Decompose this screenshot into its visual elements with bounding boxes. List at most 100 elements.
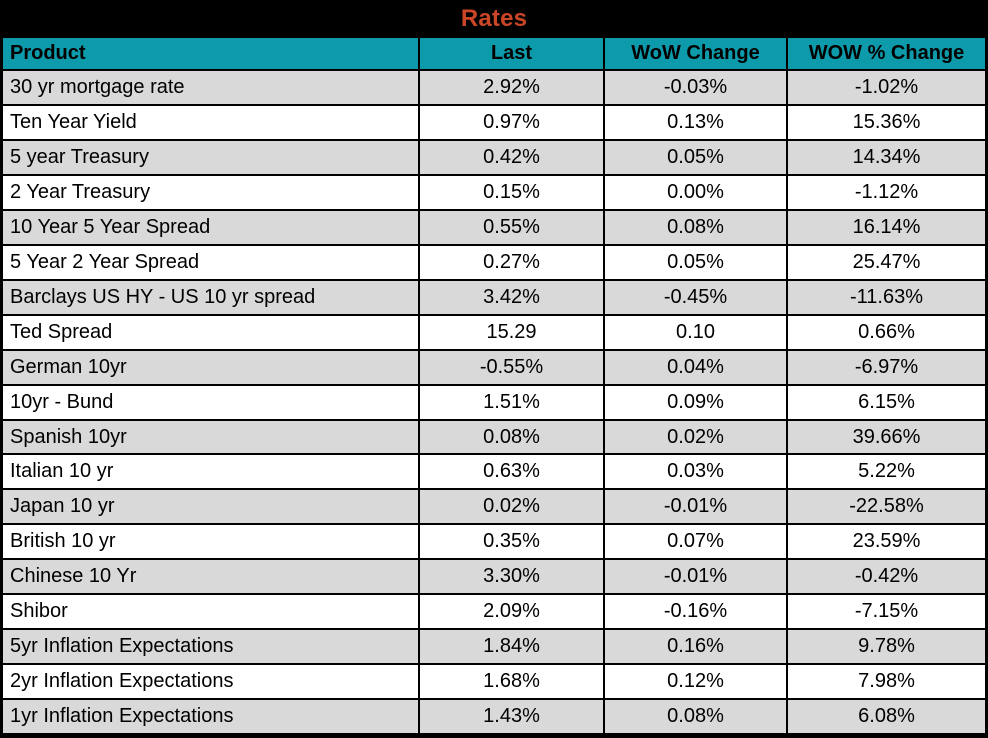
cell-last: 0.55%: [420, 210, 603, 244]
table-row: Barclays US HY - US 10 yr spread 3.42% -0.…: [3, 280, 985, 314]
cell-wow-change: 0.08%: [605, 700, 786, 734]
cell-wow-pct-change: 39.66%: [788, 420, 985, 454]
cell-wow-change: 0.05%: [605, 140, 786, 174]
cell-last: 1.84%: [420, 630, 603, 664]
table-row: 10 Year 5 Year Spread 0.55% 0.08% 16.14%: [3, 210, 985, 244]
table-title: Rates: [3, 0, 985, 38]
table-row: Shibor 2.09% -0.16% -7.15%: [3, 595, 985, 629]
cell-wow-change: -0.45%: [605, 280, 786, 314]
cell-product: Ten Year Yield: [3, 105, 418, 139]
cell-last: 2.09%: [420, 595, 603, 629]
cell-product: 30 yr mortgage rate: [3, 71, 418, 104]
cell-last: 1.68%: [420, 665, 603, 699]
table-row: German 10yr -0.55% 0.04% -6.97%: [3, 350, 985, 384]
cell-last: 0.42%: [420, 140, 603, 174]
cell-last: 2.92%: [420, 71, 603, 104]
cell-wow-change: 0.09%: [605, 385, 786, 419]
cell-wow-pct-change: -6.97%: [788, 350, 985, 384]
cell-wow-change: 0.05%: [605, 245, 786, 279]
cell-product: 1yr Inflation Expectations: [3, 700, 418, 734]
table-row: Ted Spread 15.29 0.10 0.66%: [3, 315, 985, 349]
cell-last: 0.35%: [420, 525, 603, 559]
table-row: 5yr Inflation Expectations 1.84% 0.16% 9.78…: [3, 630, 985, 664]
column-header-wow-pct-change: WOW % Change: [788, 38, 985, 69]
cell-product: 10 Year 5 Year Spread: [3, 210, 418, 244]
table-row: British 10 yr 0.35% 0.07% 23.59%: [3, 525, 985, 559]
cell-wow-change: 0.10: [605, 315, 786, 349]
table-row: Spanish 10yr 0.08% 0.02% 39.66%: [3, 420, 985, 454]
cell-wow-pct-change: 16.14%: [788, 210, 985, 244]
table-row: 5 year Treasury 0.42% 0.05% 14.34%: [3, 140, 985, 174]
header-row: Product Last WoW Change WOW % Change: [3, 38, 985, 69]
cell-wow-change: -0.01%: [605, 560, 786, 594]
cell-product: German 10yr: [3, 350, 418, 384]
cell-last: 0.27%: [420, 245, 603, 279]
cell-last: 3.42%: [420, 280, 603, 314]
cell-wow-change: 0.16%: [605, 630, 786, 664]
cell-wow-change: 0.02%: [605, 420, 786, 454]
column-header-wow-change: WoW Change: [605, 38, 786, 69]
table-row: Chinese 10 Yr 3.30% -0.01% -0.42%: [3, 560, 985, 594]
column-header-last: Last: [420, 38, 603, 69]
cell-wow-change: -0.01%: [605, 490, 786, 524]
cell-last: -0.55%: [420, 350, 603, 384]
cell-wow-change: 0.08%: [605, 210, 786, 244]
cell-product: Barclays US HY - US 10 yr spread: [3, 280, 418, 314]
cell-wow-change: 0.12%: [605, 665, 786, 699]
cell-wow-change: 0.13%: [605, 105, 786, 139]
table-row: 2 Year Treasury 0.15% 0.00% -1.12%: [3, 175, 985, 209]
cell-product: Chinese 10 Yr: [3, 560, 418, 594]
cell-product: 2 Year Treasury: [3, 175, 418, 209]
table-row: 2yr Inflation Expectations 1.68% 0.12% 7.98…: [3, 665, 985, 699]
cell-wow-pct-change: -0.42%: [788, 560, 985, 594]
cell-wow-change: 0.07%: [605, 525, 786, 559]
cell-wow-pct-change: -1.12%: [788, 175, 985, 209]
table-row: Ten Year Yield 0.97% 0.13% 15.36%: [3, 105, 985, 139]
cell-wow-pct-change: 25.47%: [788, 245, 985, 279]
cell-last: 0.08%: [420, 420, 603, 454]
cell-last: 3.30%: [420, 560, 603, 594]
cell-wow-pct-change: 6.15%: [788, 385, 985, 419]
cell-wow-change: 0.04%: [605, 350, 786, 384]
cell-wow-pct-change: 5.22%: [788, 455, 985, 489]
cell-last: 15.29: [420, 315, 603, 349]
cell-last: 0.02%: [420, 490, 603, 524]
cell-product: Japan 10 yr: [3, 490, 418, 524]
cell-product: 10yr - Bund: [3, 385, 418, 419]
cell-wow-pct-change: 7.98%: [788, 665, 985, 699]
cell-last: 1.51%: [420, 385, 603, 419]
cell-wow-pct-change: -11.63%: [788, 280, 985, 314]
column-header-product: Product: [3, 38, 418, 69]
cell-last: 0.97%: [420, 105, 603, 139]
table-row: 10yr - Bund 1.51% 0.09% 6.15%: [3, 385, 985, 419]
cell-wow-change: 0.03%: [605, 455, 786, 489]
cell-product: Ted Spread: [3, 315, 418, 349]
cell-product: 2yr Inflation Expectations: [3, 665, 418, 699]
cell-wow-change: -0.03%: [605, 71, 786, 104]
cell-wow-pct-change: 15.36%: [788, 105, 985, 139]
cell-wow-pct-change: 9.78%: [788, 630, 985, 664]
table-row: Italian 10 yr 0.63% 0.03% 5.22%: [3, 455, 985, 489]
cell-product: 5yr Inflation Expectations: [3, 630, 418, 664]
cell-wow-pct-change: 14.34%: [788, 140, 985, 174]
cell-product: Shibor: [3, 595, 418, 629]
cell-last: 1.43%: [420, 700, 603, 734]
cell-wow-pct-change: -7.15%: [788, 595, 985, 629]
cell-product: Spanish 10yr: [3, 420, 418, 454]
table-row: 30 yr mortgage rate 2.92% -0.03% -1.02%: [3, 71, 985, 104]
cell-last: 0.15%: [420, 175, 603, 209]
cell-wow-pct-change: 23.59%: [788, 525, 985, 559]
table-body: Product Last WoW Change WOW % Change 30 …: [3, 38, 985, 734]
cell-wow-pct-change: 6.08%: [788, 700, 985, 734]
cell-wow-pct-change: -22.58%: [788, 490, 985, 524]
cell-wow-change: -0.16%: [605, 595, 786, 629]
cell-product: 5 year Treasury: [3, 140, 418, 174]
cell-last: 0.63%: [420, 455, 603, 489]
cell-wow-pct-change: 0.66%: [788, 315, 985, 349]
table-row: 1yr Inflation Expectations 1.43% 0.08% 6.08…: [3, 700, 985, 734]
table-row: 5 Year 2 Year Spread 0.27% 0.05% 25.47%: [3, 245, 985, 279]
cell-wow-change: 0.00%: [605, 175, 786, 209]
cell-product: 5 Year 2 Year Spread: [3, 245, 418, 279]
cell-product: British 10 yr: [3, 525, 418, 559]
